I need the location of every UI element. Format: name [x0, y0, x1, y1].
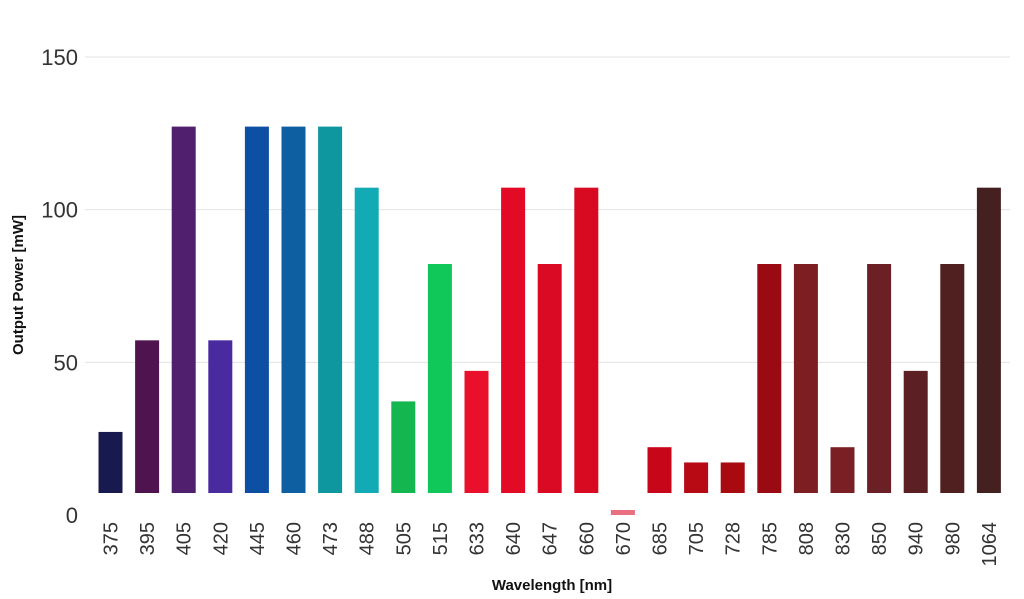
x-axis-ticks: 375 395 405 420 445 460 473 488 505 515 633 640 647 6…	[101, 522, 1001, 567]
bar-705	[684, 462, 709, 493]
bar-980	[940, 264, 965, 493]
y-tick-label: 100	[41, 198, 78, 223]
bar-405	[171, 126, 196, 493]
bar-375	[98, 431, 123, 493]
x-tick-label: 670	[613, 522, 635, 555]
bar-395	[135, 340, 160, 493]
bar-830	[830, 447, 855, 493]
x-tick-label: 850	[869, 522, 891, 555]
y-tick-label: 150	[41, 45, 78, 70]
bar-728	[720, 462, 745, 493]
x-axis-title: Wavelength [nm]	[492, 577, 612, 594]
x-tick-label: 505	[393, 522, 415, 555]
bar-488	[354, 187, 379, 493]
x-tick-label: 705	[686, 522, 708, 555]
x-tick-label: 633	[467, 522, 489, 555]
x-tick-label: 405	[174, 522, 196, 555]
y-tick-label: 50	[54, 350, 78, 375]
bar-515	[427, 264, 452, 493]
y-axis-title: Output Power [mW]	[10, 215, 27, 355]
x-tick-label: 460	[284, 522, 306, 555]
x-tick-label: 728	[723, 522, 745, 555]
bar-445	[244, 126, 269, 493]
bar-1064	[976, 187, 1001, 493]
bar-640	[501, 187, 526, 493]
y-tick-label: 0	[66, 503, 78, 528]
x-tick-label: 647	[540, 522, 562, 555]
x-tick-label: 940	[906, 522, 928, 555]
bar-460	[281, 126, 306, 493]
bar-633	[464, 370, 489, 493]
x-tick-label: 660	[576, 522, 598, 555]
x-tick-label: 640	[503, 522, 525, 555]
bar-785	[757, 264, 782, 493]
x-tick-label: 830	[833, 522, 855, 555]
bar-420	[208, 340, 233, 493]
x-tick-label: 395	[137, 522, 159, 555]
bar-505	[391, 401, 416, 493]
x-tick-label: 685	[650, 522, 672, 555]
bar-473	[318, 126, 343, 493]
x-tick-label: 473	[320, 522, 342, 555]
bar-647	[537, 264, 562, 493]
y-axis-ticks: 0 50 100 150	[41, 45, 78, 528]
bar-660	[574, 187, 599, 493]
x-tick-label: 808	[796, 522, 818, 555]
x-tick-label: 980	[942, 522, 964, 555]
bar-850	[867, 264, 892, 493]
x-tick-label: 420	[210, 522, 232, 555]
x-tick-label: 1064	[979, 522, 1001, 567]
x-tick-label: 515	[430, 522, 452, 555]
bars	[98, 126, 1001, 515]
bar-940	[903, 370, 928, 493]
x-tick-label: 375	[101, 522, 123, 555]
x-tick-label: 785	[759, 522, 781, 555]
x-tick-label: 445	[247, 522, 269, 555]
x-tick-label: 488	[357, 522, 379, 555]
bar-808	[793, 264, 818, 493]
bar-670	[610, 510, 635, 515]
bar-685	[647, 447, 672, 493]
